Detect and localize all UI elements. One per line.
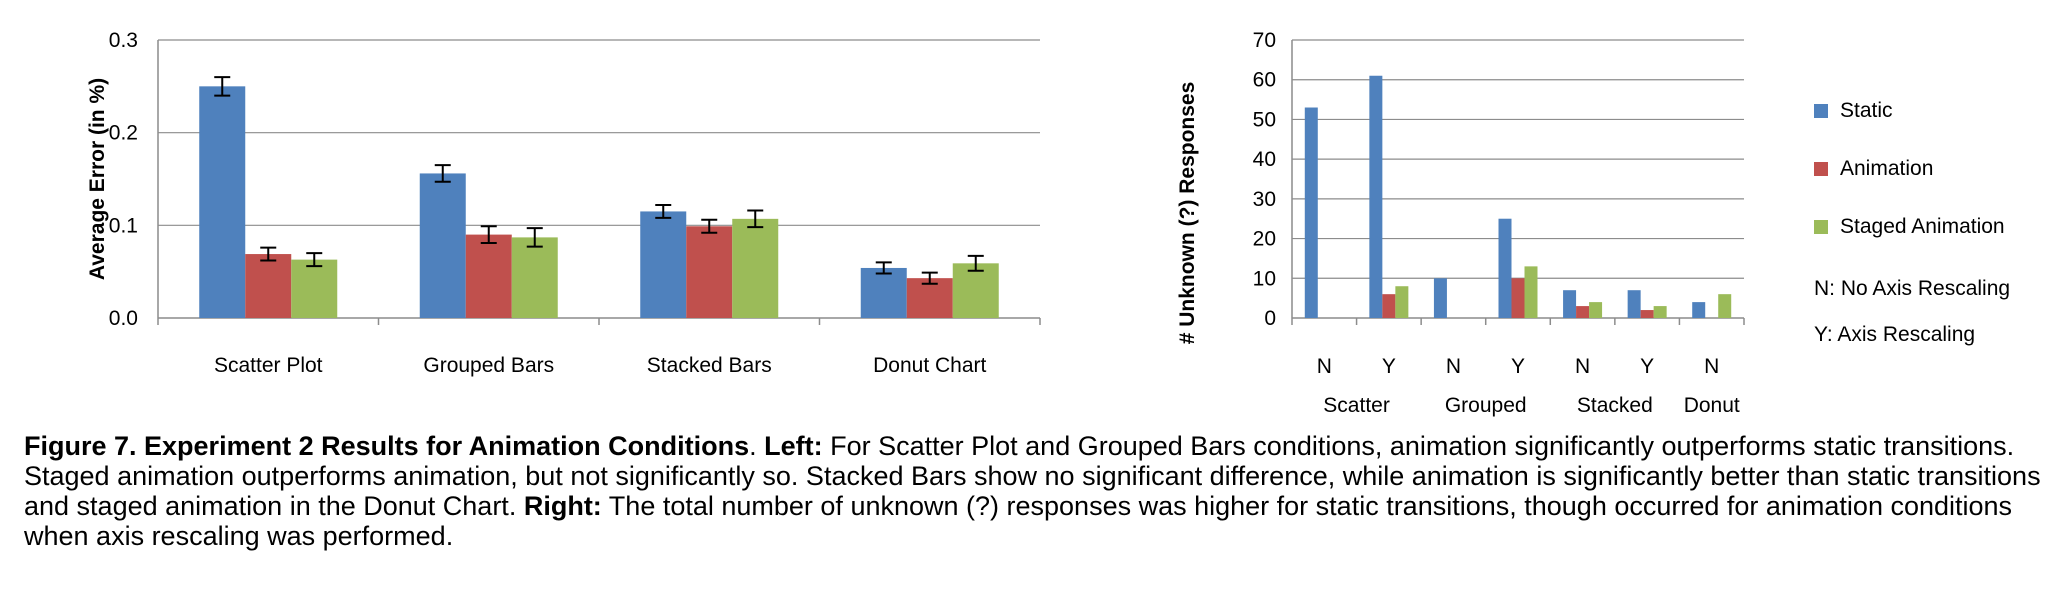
caption-figure-label: Figure 7. Experiment 2 Results for Anima…	[24, 431, 750, 461]
x-tick-label: Y	[1382, 355, 1396, 378]
bar-staged-animation	[732, 218, 779, 318]
y-tick-label: 10	[1253, 267, 1276, 290]
x-tick-label: Stacked Bars	[647, 354, 772, 377]
figure-caption: Figure 7. Experiment 2 Results for Anima…	[24, 431, 2044, 551]
x-group-label: Grouped	[1445, 394, 1527, 417]
legend-swatch-staged	[1814, 220, 1828, 234]
legend-note-rescaling: Y: Axis Rescaling	[1814, 323, 1976, 346]
x-tick-label: N	[1446, 355, 1461, 378]
y-tick-label: 0.0	[109, 307, 138, 330]
y-axis-title: Average Error (in %)	[86, 78, 109, 280]
bar-static	[640, 211, 687, 318]
bar-animation	[1576, 306, 1590, 318]
x-tick-label: Y	[1640, 355, 1654, 378]
bar-staged-animation	[952, 263, 999, 318]
caption-left-text: For Scatter Plot and Grouped Bars condit…	[24, 431, 2041, 521]
bar-animation	[906, 278, 953, 318]
bar-animation	[1382, 294, 1396, 318]
bar-animation	[686, 226, 733, 318]
y-tick-label: 0.3	[109, 29, 138, 52]
x-tick-label: Donut Chart	[873, 354, 986, 377]
caption-right-text: The total number of unknown (?) response…	[24, 491, 2013, 551]
bar-static	[1692, 302, 1706, 318]
bar-staged-animation	[1718, 294, 1732, 318]
bar-static	[1498, 218, 1512, 318]
legend-item-animation: Animation	[1814, 140, 2010, 198]
y-tick-label: 0.1	[109, 214, 138, 237]
bar-static	[1304, 107, 1318, 318]
left-chart: 0.0 0.1 0.2 0.3 Average Error (in %) Scatter …	[86, 29, 1041, 377]
y-tick-label: 60	[1253, 69, 1276, 92]
right-chart: 0 10 20 30 40 50 60 70 # Unknown (?) Responses N Y…	[1176, 29, 1745, 417]
legend-note-no-rescaling: N: No Axis Rescaling	[1814, 277, 2011, 300]
y-tick-label: 40	[1253, 148, 1276, 171]
bar-staged-animation	[1524, 266, 1538, 318]
x-group-label: Scatter	[1323, 394, 1390, 417]
bar-staged-animation	[291, 259, 338, 318]
bar-animation	[1511, 278, 1525, 318]
bar-static	[419, 173, 466, 318]
x-tick-label: Y	[1511, 355, 1525, 378]
bar-staged-animation	[511, 237, 558, 318]
y-tick-label: 30	[1253, 188, 1276, 211]
bar-static	[1563, 290, 1577, 318]
bar-animation	[245, 254, 292, 318]
x-tick-label: Grouped Bars	[423, 354, 554, 377]
bar-staged-animation	[1589, 302, 1603, 318]
x-group-label: Donut	[1684, 394, 1740, 417]
bar-static	[1627, 290, 1641, 318]
caption-right-label: Right:	[523, 491, 602, 521]
bar-static	[1369, 75, 1383, 318]
caption-left-label: Left:	[764, 431, 823, 461]
bar-static	[199, 86, 246, 318]
bar-animation	[465, 234, 512, 318]
y-tick-label: 20	[1253, 228, 1276, 251]
legend-label-animation: Animation	[1840, 157, 1934, 180]
caption-period: .	[749, 431, 765, 461]
legend-label-static: Static	[1840, 99, 1893, 122]
bar-static	[1433, 278, 1447, 318]
x-tick-label: N	[1575, 355, 1590, 378]
x-tick-label: N	[1317, 355, 1332, 378]
bar-animation	[1640, 310, 1654, 318]
y-tick-label: 70	[1253, 29, 1276, 52]
legend: Static Animation Staged Animation N: No …	[1814, 82, 2010, 358]
legend-label-staged: Staged Animation	[1840, 215, 2005, 238]
x-tick-label: N	[1704, 355, 1719, 378]
y-axis-title: # Unknown (?) Responses	[1176, 82, 1199, 345]
legend-swatch-static	[1814, 104, 1828, 118]
y-tick-label: 0	[1264, 307, 1276, 330]
legend-item-staged: Staged Animation	[1814, 198, 2010, 256]
bar-staged-animation	[1395, 286, 1409, 318]
bar-static	[860, 267, 907, 318]
x-tick-label: Scatter Plot	[214, 354, 323, 377]
y-tick-label: 0.2	[109, 122, 138, 145]
bar-staged-animation	[1653, 306, 1667, 318]
legend-item-static: Static	[1814, 82, 2010, 140]
y-tick-label: 50	[1253, 108, 1276, 131]
legend-swatch-animation	[1814, 162, 1828, 176]
x-group-label: Stacked	[1577, 394, 1653, 417]
